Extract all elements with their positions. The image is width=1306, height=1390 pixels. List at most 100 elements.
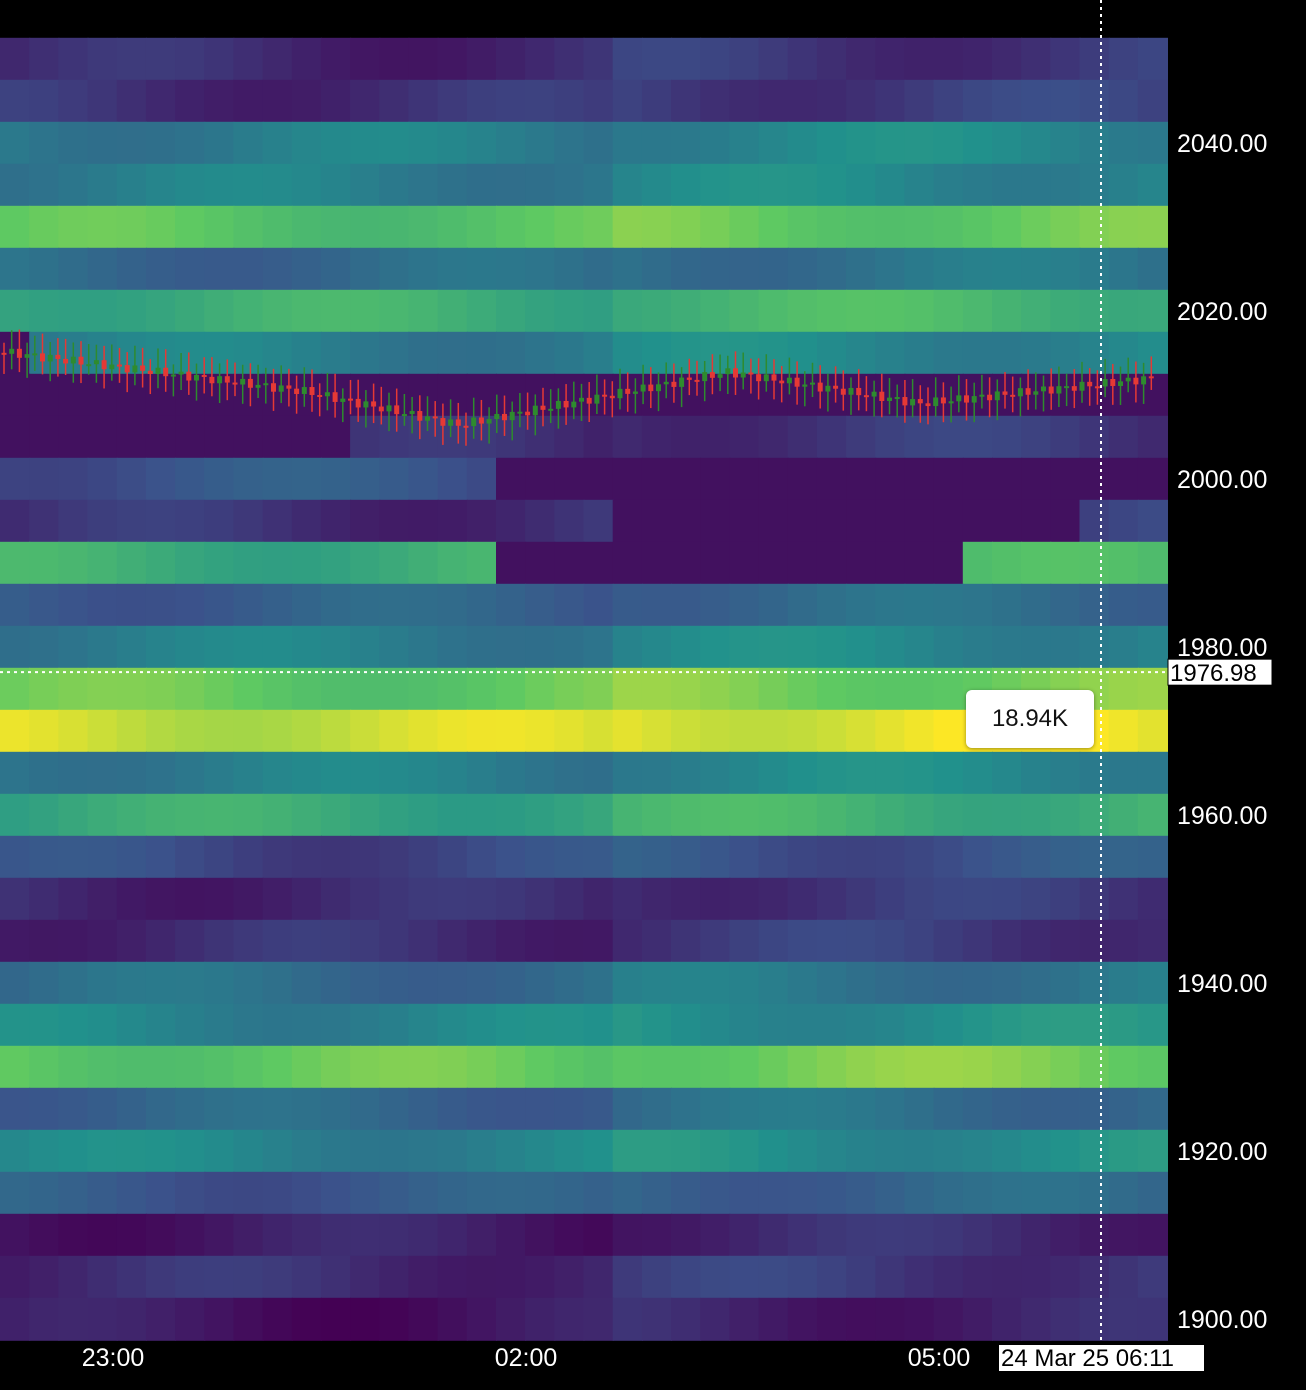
heatmap-cell [816,1297,848,1341]
candle-body [317,395,323,398]
heatmap-cell [437,373,468,417]
heatmap-cell [0,667,31,711]
heatmap-cell [554,793,585,837]
heatmap-cell [58,289,89,333]
heatmap-cell [933,1087,964,1131]
heatmap-cell [145,961,177,1005]
heatmap-cell [700,289,731,333]
heatmap-cell [875,37,906,81]
heatmap-cell [0,1297,31,1341]
heatmap-cell [379,541,410,585]
candle-body [255,384,261,388]
heatmap-cell [1079,121,1110,165]
heatmap-cell [787,751,818,795]
heatmap-cell [583,163,614,207]
heatmap-cell [787,1087,818,1131]
candle-body [1025,388,1031,395]
candle-body [540,405,546,410]
heatmap-cell [1050,541,1081,585]
heatmap-cell [875,961,906,1005]
heatmap-cell [525,121,556,165]
heatmap-cell [58,121,89,165]
heatmap-cell [554,499,585,543]
heatmap-cell [320,1213,352,1257]
heatmap-cell [29,919,60,963]
heatmap-cell [1108,205,1139,249]
heatmap-cell [0,793,31,837]
heatmap-cell [1050,457,1081,501]
heatmap-cell [641,1129,673,1173]
heatmap-cell [1079,1213,1110,1257]
heatmap-cell [496,793,527,837]
heatmap-cell [554,1087,585,1131]
heatmap-cell [1137,1255,1168,1299]
heatmap-cell [612,751,643,795]
heatmap-cell [729,1087,760,1131]
heatmap-cell [671,1171,702,1215]
heatmap-cell [58,205,89,249]
candle-body [1064,386,1070,389]
heatmap-cell [437,919,468,963]
heatmap-cell [379,1129,410,1173]
heatmap-cell [1079,1129,1110,1173]
heatmap-cell [58,1213,89,1257]
heatmap-cell [729,121,760,165]
heatmap-cell [1079,625,1110,669]
heatmap-cell [525,877,556,921]
heatmap-cell [0,415,31,459]
heatmap-cell [671,415,702,459]
heatmap-cell [612,1213,643,1257]
heatmap-cell [379,79,410,123]
candle-body [1041,386,1046,392]
heatmap-cell [1108,121,1139,165]
time-axis[interactable]: 23:00 02:00 05:00 24 Mar 25 06:11 [82,1344,1204,1372]
heatmap-cell [1137,541,1168,585]
heatmap-cell [1021,1045,1052,1089]
heatmap-cell [583,457,614,501]
heatmap-cell [875,1003,906,1047]
candle-body [386,405,392,412]
candle-body [1048,386,1054,394]
heatmap-cell [87,1171,118,1215]
heatmap-cell [116,499,147,543]
heatmap-cell [320,121,352,165]
heatmap-cell [700,415,731,459]
heatmap-cell [525,37,556,81]
heatmap-cell [204,205,235,249]
heatmap-cell [1050,835,1081,879]
heatmap-cell [554,583,585,627]
heatmap-cell [466,499,497,543]
candle-body [925,403,931,407]
heatmap-cell [0,961,31,1005]
heatmap-cell [87,121,118,165]
heatmap-cell [1137,919,1168,963]
heatmap-cell [262,541,293,585]
heatmap-cell [145,877,177,921]
price-axis[interactable]: 2040.00 2020.00 2000.00 1980.00 1960.00 1940.… [1167,130,1273,1334]
candle-body [478,417,484,424]
heatmap-cell [466,1255,497,1299]
heatmap-cell [1079,919,1110,963]
heatmap-cell [175,625,206,669]
heatmap-cell [350,877,381,921]
heatmap-cell [408,331,439,375]
heatmap-cell [204,793,235,837]
heatmap-cell [933,289,964,333]
heatmap-cell [204,625,235,669]
heatmap-cell [350,625,381,669]
heatmap-cell [700,1255,731,1299]
heatmap-cell [787,1255,818,1299]
candle-body [548,408,554,411]
candle-body [363,401,369,408]
heatmap-cell [204,1171,235,1215]
heatmap-cell [525,625,556,669]
candle-body [586,397,592,404]
heatmap-cell [204,79,235,123]
heatmap-cell [496,1129,527,1173]
heatmap-cell [496,919,527,963]
candle-body [40,353,45,362]
heatmap-cell [758,1297,789,1341]
heatmap-cell [992,625,1023,669]
